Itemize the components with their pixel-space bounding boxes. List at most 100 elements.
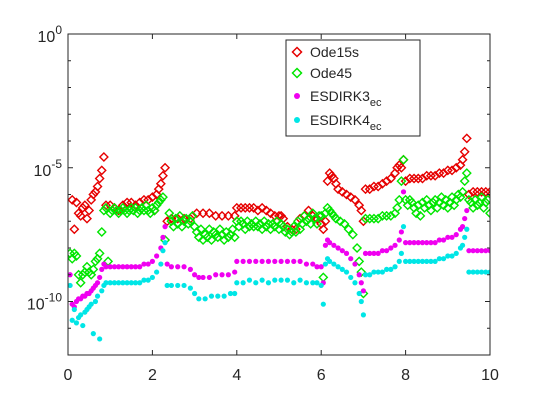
data-point [221, 293, 227, 299]
data-point [379, 269, 385, 275]
data-point [385, 173, 396, 184]
y-tick-label: 10-5 [34, 157, 63, 180]
data-point [204, 208, 215, 219]
data-point [421, 170, 432, 181]
data-point [113, 208, 124, 219]
data-point [415, 240, 421, 246]
data-point [103, 264, 109, 270]
data-point [392, 162, 403, 173]
data-point [480, 197, 490, 208]
data-point [172, 218, 183, 229]
data-point [137, 280, 143, 286]
data-point [265, 208, 276, 219]
y-tick-exponent: -10 [45, 291, 63, 305]
data-point [424, 258, 430, 264]
data-point [428, 240, 434, 246]
data-point [440, 256, 447, 262]
data-point [132, 264, 139, 270]
data-point [192, 272, 198, 278]
data-point [352, 261, 358, 267]
data-point [343, 250, 350, 256]
data-point [181, 282, 187, 289]
data-point [272, 277, 278, 283]
data-point [356, 290, 362, 297]
data-point [69, 224, 80, 235]
data-point [187, 210, 198, 221]
data-point [128, 264, 134, 270]
data-point [92, 181, 103, 192]
data-marks [68, 133, 490, 342]
data-point [436, 256, 442, 262]
data-point [291, 280, 297, 286]
data-point [147, 192, 158, 203]
data-point [434, 168, 445, 179]
data-point [157, 170, 168, 181]
data-point [94, 293, 101, 299]
data-point [310, 280, 316, 286]
data-point [388, 266, 394, 272]
data-point [115, 205, 126, 216]
data-point [428, 258, 434, 264]
data-point [223, 210, 234, 221]
data-point [400, 176, 411, 187]
data-point [227, 290, 234, 297]
data-point [463, 189, 474, 200]
data-point [174, 210, 185, 221]
data-point [362, 250, 369, 256]
data-point [358, 298, 364, 305]
data-point [335, 245, 341, 251]
data-point [476, 186, 487, 197]
data-point [124, 264, 130, 270]
data-point [392, 202, 403, 213]
data-point [468, 202, 479, 213]
data-point [483, 248, 489, 254]
data-point [149, 258, 155, 264]
data-point [400, 224, 407, 230]
data-point [392, 242, 398, 248]
data-point [297, 258, 303, 264]
data-point [94, 248, 105, 259]
data-point [343, 224, 354, 235]
data-point [96, 165, 107, 176]
data-point [485, 186, 490, 197]
data-point [158, 261, 164, 267]
data-point [330, 213, 341, 224]
data-point [310, 261, 316, 267]
data-point [151, 200, 162, 211]
data-point [236, 202, 247, 213]
data-point [352, 280, 358, 286]
data-point [229, 232, 240, 243]
data-point [99, 266, 105, 272]
data-point [196, 296, 202, 302]
data-point [396, 176, 407, 187]
data-point [341, 189, 352, 200]
data-point [424, 240, 430, 246]
data-point [162, 224, 168, 230]
data-point [77, 269, 88, 280]
data-point [331, 242, 337, 248]
data-point [246, 277, 253, 283]
x-tick-label: 6 [317, 367, 326, 384]
data-point [396, 237, 402, 243]
data-point [98, 152, 109, 163]
data-point [248, 202, 259, 213]
data-point [97, 336, 103, 342]
data-point [362, 272, 369, 278]
data-point [208, 293, 215, 299]
data-point [187, 266, 193, 272]
plot-area [68, 34, 490, 355]
data-point [377, 210, 388, 221]
data-point [311, 218, 322, 229]
data-point [160, 248, 166, 254]
data-point [284, 229, 295, 240]
data-point [468, 186, 479, 197]
data-point [483, 269, 489, 275]
data-point [368, 181, 379, 192]
legend-label-text: ESDIRK4 [310, 112, 370, 128]
data-point [96, 226, 107, 237]
data-point [466, 248, 472, 254]
data-point [485, 208, 490, 219]
data-point [445, 253, 451, 259]
data-point [290, 224, 301, 235]
